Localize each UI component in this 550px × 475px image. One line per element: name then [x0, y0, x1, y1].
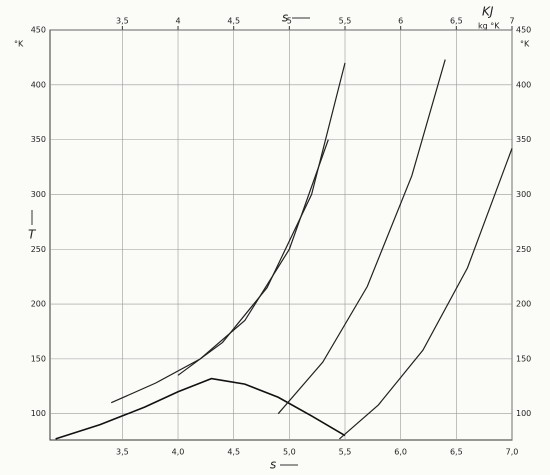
x-tick-label: 7,0	[506, 448, 519, 457]
curve	[55, 377, 346, 440]
y-label: T	[28, 228, 37, 242]
unit-denominator: kg °K	[478, 22, 500, 31]
unit-numerator: KJ	[482, 5, 494, 19]
y-tick-label: 300	[31, 190, 46, 199]
y-tick-label-right: 100	[516, 409, 531, 418]
y-tick-label: 200	[31, 300, 46, 309]
curve	[110, 139, 329, 404]
y-tick-label-right: 450	[516, 26, 531, 35]
y-unit-right: °K	[520, 40, 530, 49]
x-tick-label: 6,0	[394, 448, 407, 457]
x-tick-label: 6,5	[450, 448, 463, 457]
x-tick-label-top: 4,5	[227, 17, 240, 26]
y-tick-label: 100	[31, 409, 46, 418]
x-tick-label-top: 7	[509, 17, 514, 26]
curve	[277, 59, 446, 415]
y-tick-label-right: 400	[516, 80, 531, 89]
y-tick-label: 400	[31, 80, 46, 89]
x-tick-label-top: 3,5	[116, 17, 129, 26]
plot-frame	[49, 29, 513, 441]
x-tick-label: 4,5	[227, 448, 240, 457]
y-tick-label: 250	[31, 245, 46, 254]
y-tick-label-right: 150	[516, 354, 531, 363]
x-tick-label-top: 6	[398, 17, 403, 26]
y-tick-label: 150	[31, 354, 46, 363]
x-tick-label: 5,5	[339, 448, 352, 457]
x-tick-label: 3,5	[116, 448, 129, 457]
x-tick-label: 5,0	[283, 448, 296, 457]
x-label-top: s	[282, 11, 288, 25]
x-tick-label-top: 5,5	[339, 17, 352, 26]
x-tick-label-top: 6,5	[450, 17, 463, 26]
y-tick-label-right: 300	[516, 190, 531, 199]
y-tick-label-right: 200	[516, 300, 531, 309]
y-tick-label: 450	[31, 26, 46, 35]
y-tick-label: 350	[31, 135, 46, 144]
x-tick-label-top: 5	[287, 17, 292, 26]
curve	[339, 148, 513, 440]
x-tick-label: 4,0	[172, 448, 185, 457]
y-tick-label-right: 250	[516, 245, 531, 254]
y-tick-label-right: 350	[516, 135, 531, 144]
curve	[177, 62, 346, 376]
y-unit: °K	[14, 40, 24, 49]
x-label-bottom: s	[270, 458, 276, 472]
x-tick-label-top: 4	[175, 17, 180, 26]
